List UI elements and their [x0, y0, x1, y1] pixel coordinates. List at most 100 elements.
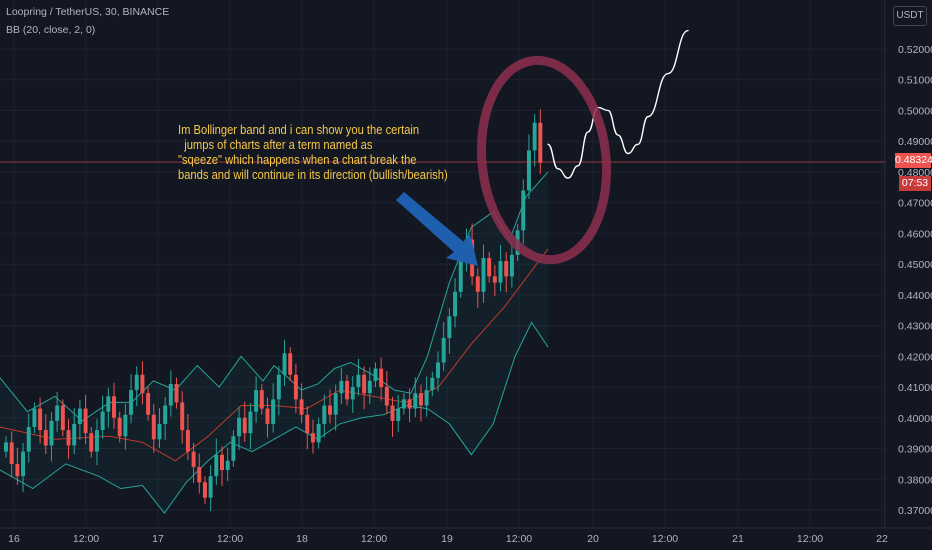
- bb-lower-line: [0, 321, 549, 514]
- time-axis: 16 12:00 17 12:00 18 12:00 19 12:00 20 12:00 21 12:…: [0, 527, 932, 545]
- x-tick-label: 12:00: [506, 533, 532, 545]
- x-tick-label: 19: [441, 533, 453, 545]
- candle-body: [112, 396, 116, 418]
- candle-body: [254, 390, 259, 412]
- candle-body: [299, 399, 304, 415]
- annotation-line-4: bands and will continue in its direction…: [178, 167, 448, 182]
- annotation-text: Im Bollinger band and i can show you the…: [178, 122, 448, 182]
- candle-body: [487, 257, 492, 277]
- candle-body: [521, 190, 526, 231]
- candle-body: [83, 408, 88, 434]
- candle-body: [310, 433, 315, 443]
- candle-body: [134, 374, 139, 391]
- bollinger-bands: [0, 171, 549, 514]
- candle-body: [322, 405, 327, 424]
- candle-body: [140, 374, 145, 394]
- x-tick-label: 22: [876, 533, 888, 545]
- candle-body: [231, 436, 236, 461]
- candle-body: [509, 254, 514, 277]
- candle-body: [282, 353, 287, 375]
- candle-body: [339, 380, 344, 394]
- symbol-title[interactable]: Loopring / TetherUS, 30, BINANCE: [6, 6, 170, 18]
- candle-body: [407, 399, 412, 409]
- projection-curve: [547, 29, 689, 179]
- candle-body: [163, 405, 168, 424]
- candle-body: [49, 420, 54, 446]
- candle-body: [305, 414, 310, 434]
- candle-body: [21, 451, 26, 477]
- candle-body: [89, 433, 94, 452]
- x-tick-label: 12:00: [797, 533, 823, 545]
- candle-body: [538, 122, 543, 163]
- candle-body: [259, 390, 264, 409]
- candle-body: [447, 316, 452, 338]
- candle-body: [4, 442, 8, 452]
- candle-body: [237, 417, 242, 437]
- candle-body: [345, 380, 350, 400]
- candle-body: [123, 414, 128, 437]
- candle-body: [265, 408, 270, 424]
- overlays: [0, 29, 885, 266]
- candle-body: [168, 383, 173, 406]
- candle-body: [117, 417, 122, 437]
- candle-body: [9, 442, 14, 464]
- candle-body: [379, 368, 384, 388]
- candle-body: [38, 408, 43, 431]
- candle-body: [333, 393, 338, 415]
- candle-body: [481, 257, 486, 292]
- candle-body: [185, 430, 190, 452]
- candle-body: [384, 387, 389, 406]
- candle-body: [532, 122, 537, 151]
- candle-body: [129, 390, 134, 415]
- pointer-arrow: [396, 192, 478, 266]
- indicator-legend[interactable]: BB (20, close, 2, 0): [6, 24, 96, 36]
- candle-body: [418, 393, 423, 406]
- annotation-line-2: jumps of charts after a term named as: [178, 137, 373, 152]
- bb-basis-line: [0, 248, 549, 462]
- candle-body: [373, 368, 378, 381]
- candle-body: [26, 427, 31, 452]
- candle-body: [413, 393, 418, 409]
- candle-body: [32, 408, 37, 428]
- bar-countdown-label: 07:53: [899, 176, 931, 191]
- candle-body: [271, 399, 276, 424]
- candle-body: [220, 454, 224, 471]
- currency-unit-button[interactable]: USDT: [893, 6, 927, 26]
- candle-body: [492, 276, 497, 283]
- highlight-circle: [476, 55, 612, 265]
- x-tick-label: 12:00: [652, 533, 678, 545]
- x-tick-label: 17: [152, 533, 164, 545]
- candle-body: [242, 417, 247, 434]
- candle-body: [146, 393, 151, 415]
- candle-body: [157, 423, 162, 440]
- x-tick-label: 18: [296, 533, 308, 545]
- candle-body: [293, 374, 298, 400]
- x-tick-label: 16: [8, 533, 20, 545]
- candle-body: [276, 374, 281, 400]
- candle-body: [15, 463, 20, 477]
- x-tick-label: 20: [587, 533, 599, 545]
- candle-body: [191, 451, 196, 467]
- candle-body: [208, 476, 213, 498]
- candle-body: [504, 261, 509, 277]
- candle-body: [43, 430, 48, 446]
- candle-body: [55, 405, 60, 421]
- candle-body: [350, 387, 355, 400]
- candle-body: [72, 423, 77, 446]
- candle-body: [225, 460, 230, 471]
- candle-body: [100, 411, 105, 431]
- candle-body: [66, 430, 71, 446]
- candle-body: [424, 390, 429, 406]
